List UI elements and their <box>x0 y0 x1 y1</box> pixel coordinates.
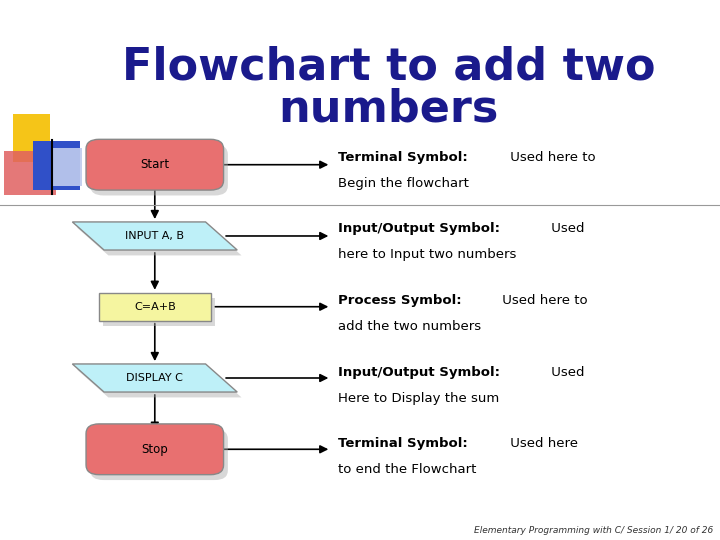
Text: Used here to: Used here to <box>506 151 595 164</box>
Polygon shape <box>72 364 238 392</box>
Polygon shape <box>77 227 242 255</box>
Text: Process Symbol:: Process Symbol: <box>338 294 462 307</box>
Text: Input/Output Symbol:: Input/Output Symbol: <box>338 222 500 235</box>
Text: Used here to: Used here to <box>498 294 588 307</box>
Text: INPUT A, B: INPUT A, B <box>125 231 184 241</box>
Text: Terminal Symbol:: Terminal Symbol: <box>338 437 468 450</box>
Bar <box>52 148 82 186</box>
Text: Used: Used <box>547 366 585 379</box>
Text: Flowchart to add two: Flowchart to add two <box>122 46 655 89</box>
Text: to end the Flowchart: to end the Flowchart <box>338 463 477 476</box>
Text: DISPLAY C: DISPLAY C <box>127 373 183 383</box>
Text: Start: Start <box>140 158 169 171</box>
Text: Used: Used <box>547 222 585 235</box>
Polygon shape <box>72 222 238 250</box>
Bar <box>104 298 215 326</box>
FancyBboxPatch shape <box>91 429 228 480</box>
Text: Elementary Programming with C/ Session 1/ 20 of 26: Elementary Programming with C/ Session 1… <box>474 525 713 535</box>
Text: Input/Output Symbol:: Input/Output Symbol: <box>338 366 500 379</box>
Bar <box>13 114 50 162</box>
Bar <box>4 151 56 195</box>
Text: C=A+B: C=A+B <box>134 302 176 312</box>
Text: Begin the flowchart: Begin the flowchart <box>338 177 469 190</box>
Text: add the two numbers: add the two numbers <box>338 320 482 333</box>
Text: Stop: Stop <box>141 443 168 456</box>
Text: here to Input two numbers: here to Input two numbers <box>338 248 517 261</box>
FancyBboxPatch shape <box>91 145 228 195</box>
FancyBboxPatch shape <box>86 424 223 475</box>
Bar <box>33 141 80 190</box>
Polygon shape <box>77 369 242 397</box>
Text: Terminal Symbol:: Terminal Symbol: <box>338 151 468 164</box>
Text: numbers: numbers <box>279 87 499 131</box>
FancyBboxPatch shape <box>86 139 223 190</box>
Text: Used here: Used here <box>506 437 578 450</box>
Text: Here to Display the sum: Here to Display the sum <box>338 392 500 405</box>
Bar <box>99 293 210 321</box>
